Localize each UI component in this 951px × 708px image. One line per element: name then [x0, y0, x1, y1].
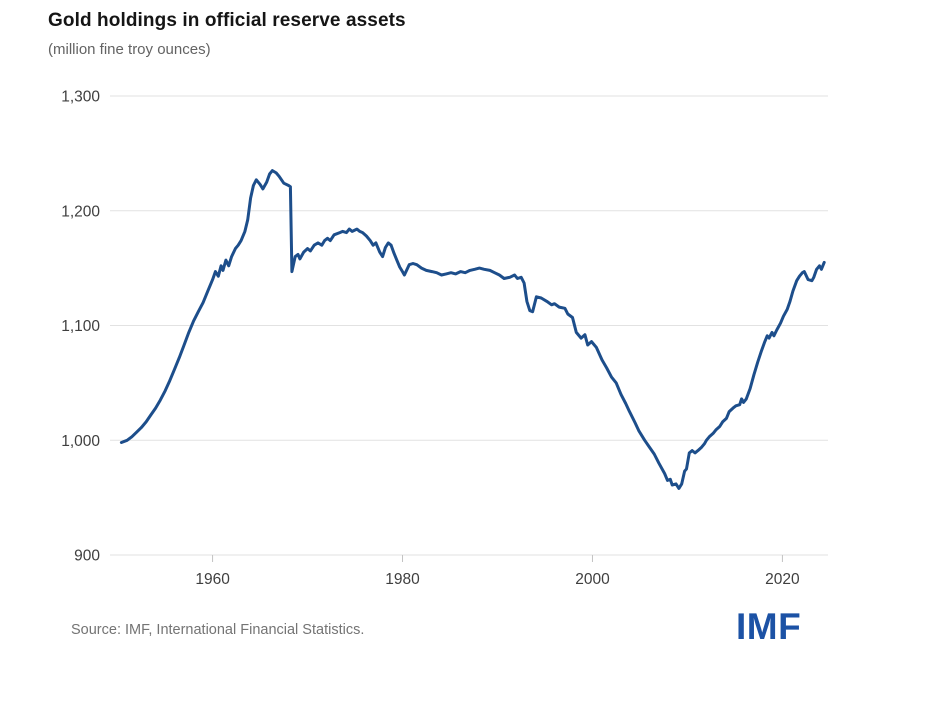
data-line — [119, 169, 826, 490]
chart-title: Gold holdings in official reserve assets — [48, 10, 406, 31]
y-axis-label: 900 — [74, 548, 100, 565]
imf-logo: IMF — [736, 606, 802, 647]
x-axis-label: 2000 — [575, 571, 610, 588]
chart-subtitle: (million fine troy ounces) — [48, 41, 211, 58]
y-axis-label: 1,200 — [61, 203, 100, 220]
source-text: Source: IMF, International Financial Sta… — [71, 622, 365, 638]
x-axis-label: 2020 — [765, 571, 800, 588]
x-axis-label: 1980 — [385, 571, 420, 588]
x-axis-label: 1960 — [195, 571, 230, 588]
y-axis-label: 1,300 — [61, 89, 100, 106]
y-axis-label: 1,100 — [61, 318, 100, 335]
y-axis-label: 1,000 — [61, 433, 100, 450]
